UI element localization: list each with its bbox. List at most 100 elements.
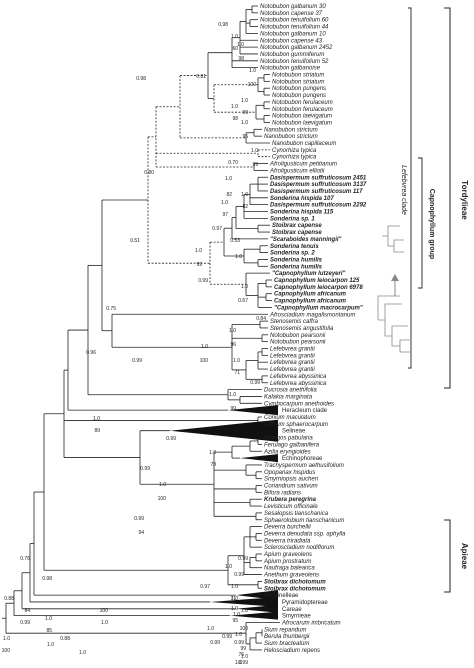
taxon-label: Notobubon striatum [272, 73, 324, 79]
taxon-label: Trachyspermum aethusifolium [264, 463, 344, 469]
support-value: 1.0 [229, 392, 236, 398]
support-value: 0.97 [212, 226, 222, 232]
taxon-label: "Scaraboides manningii" [270, 237, 342, 243]
taxon-label: Notobubon pungens [272, 86, 326, 92]
clade-label: Pyramidoptereae [282, 600, 328, 606]
tree-branches [2, 5, 280, 651]
taxon-label: Levisticum officinale [264, 504, 318, 510]
taxon-label: Stoibrax capense [272, 230, 322, 236]
taxon-label: Cynorhiza typica [272, 155, 317, 161]
taxon-label: Krubera peregrina [264, 497, 317, 503]
selineae-triangle [170, 419, 278, 442]
taxon-label: Afrosciadium magalismontanum [269, 312, 355, 318]
taxon-label: Notobubon galbanoise [260, 66, 321, 72]
taxon-label: Sium repandum [264, 627, 306, 633]
taxon-label: Lefebvrea abyssinica [270, 374, 327, 380]
support-value: 0.88 [60, 636, 70, 642]
support-value: 95 [232, 618, 238, 624]
taxon-label: Notobubon tenuifolium 60 [260, 18, 329, 24]
taxon-label: Lefebvrea grantii [270, 367, 315, 373]
support-value: 100 [158, 496, 167, 502]
taxon-label: Notobubon striatum [272, 79, 324, 85]
bracket-capnophyllum-group [418, 157, 423, 289]
support-value: 100 [248, 82, 257, 88]
taxon-label: Scleroscladium nodiflorum [264, 545, 334, 551]
support-value: 1.0 [93, 416, 100, 422]
support-value: 0.70 [228, 160, 238, 166]
support-value: 1.0 [241, 654, 248, 660]
support-value: 0.88 [4, 596, 14, 602]
support-value: 0.97 [200, 584, 210, 590]
taxon-label: Afrocarum imbricatum [281, 621, 341, 627]
support-value: 98 [238, 56, 244, 62]
support-value: 1.0 [231, 584, 238, 590]
taxon-label: Sonderina humilis [270, 264, 323, 270]
taxon-label: Stoibrax capense [272, 223, 322, 229]
support-value: 1.0 [101, 620, 108, 626]
support-value: 0.99 [234, 572, 244, 578]
support-value: 89 [94, 428, 100, 434]
collapsed-clades [170, 405, 278, 620]
support-value: 1.0 [45, 616, 52, 622]
taxon-label: Conium sphaerocarpum [264, 422, 328, 428]
support-value: 0.98 [136, 76, 146, 82]
taxon-label: Cymbocarpum anethoides [264, 401, 334, 407]
support-value: 1.0 [159, 482, 166, 488]
taxon-label: Smyrniopsis aucheri [264, 477, 319, 483]
taxon-label: Afroligusticum elliotii [269, 168, 325, 174]
support-value: 1.0 [241, 284, 248, 290]
support-value: 0.99 [238, 660, 248, 666]
taxon-label: Azilia eryngioides [263, 449, 311, 455]
support-value: 1.0 [241, 98, 248, 104]
taxon-label: Stoibrax dichotomum [264, 579, 326, 585]
bracket-lefebvrea-clade [408, 7, 412, 369]
support-value: 1.0 [201, 344, 208, 350]
taxon-label: Berula thunbergii [264, 634, 310, 640]
taxon-label: Stoibrax dichotomum [264, 586, 326, 592]
taxon-label: Sesalopsis tianschanica [264, 511, 329, 517]
taxon-label: Sonderina hispida 107 [270, 196, 334, 202]
taxon-label: Lefebvrea abyssinica [270, 381, 327, 387]
inset-arrow [391, 274, 399, 296]
support-value: 1.0 [235, 632, 242, 638]
support-value: 0.99 [250, 380, 260, 386]
taxon-label: Notobubon tenuifolium 52 [260, 59, 329, 65]
side-label-apieae: Apieae [460, 543, 469, 570]
support-value: 1.0 [3, 636, 10, 642]
support-value: 71 [230, 596, 236, 602]
taxon-label: Notobubon pearsonii [270, 333, 326, 339]
taxon-label: Notobubon capense 37 [260, 11, 323, 17]
taxon-label: Lefebvrea grantii [270, 360, 315, 366]
support-value: 99 [240, 646, 246, 652]
support-value: 0.99 [222, 634, 232, 640]
support-value: 0.76 [20, 556, 30, 562]
support-value: 1.0 [225, 176, 232, 182]
support-value: 1.0 [221, 200, 228, 206]
taxon-label: Notobubon capense 43 [260, 38, 323, 44]
support-value: 85 [46, 628, 52, 634]
taxon-label: Capnophyllum leiocarpon 125 [274, 278, 360, 284]
taxon-label: Ferulago galbanifera [264, 442, 320, 448]
taxon-label: Capnophyllum leiocarpon 6978 [274, 285, 363, 291]
taxon-label: Sonderina hispida 115 [270, 210, 334, 216]
support-value: 99 [242, 110, 248, 116]
taxon-label: Dasispermum suffruticosum 2451 [270, 175, 367, 181]
support-value: 97 [222, 212, 228, 218]
support-value: 0.99 [140, 466, 150, 472]
clade-label: Echinophoreae [282, 456, 323, 462]
support-value: 82 [242, 204, 248, 210]
support-value: 1.0 [241, 608, 248, 614]
support-value: 0.98 [218, 22, 228, 28]
taxon-label: Lefebvrea grantii [270, 347, 315, 353]
support-value: 100 [2, 648, 11, 654]
support-value: 1.0 [229, 328, 236, 334]
support-value: 100 [200, 358, 209, 364]
taxon-label: Nanobubon capillaceum [272, 141, 336, 147]
support-value: 78 [210, 462, 216, 468]
clade-label: Heracleum clade [282, 408, 328, 414]
support-value: 1.0 [235, 660, 242, 666]
support-value: 96 [242, 134, 248, 140]
inset-tree-upper [382, 225, 404, 253]
taxon-label: Sium bracteatum [264, 641, 309, 647]
